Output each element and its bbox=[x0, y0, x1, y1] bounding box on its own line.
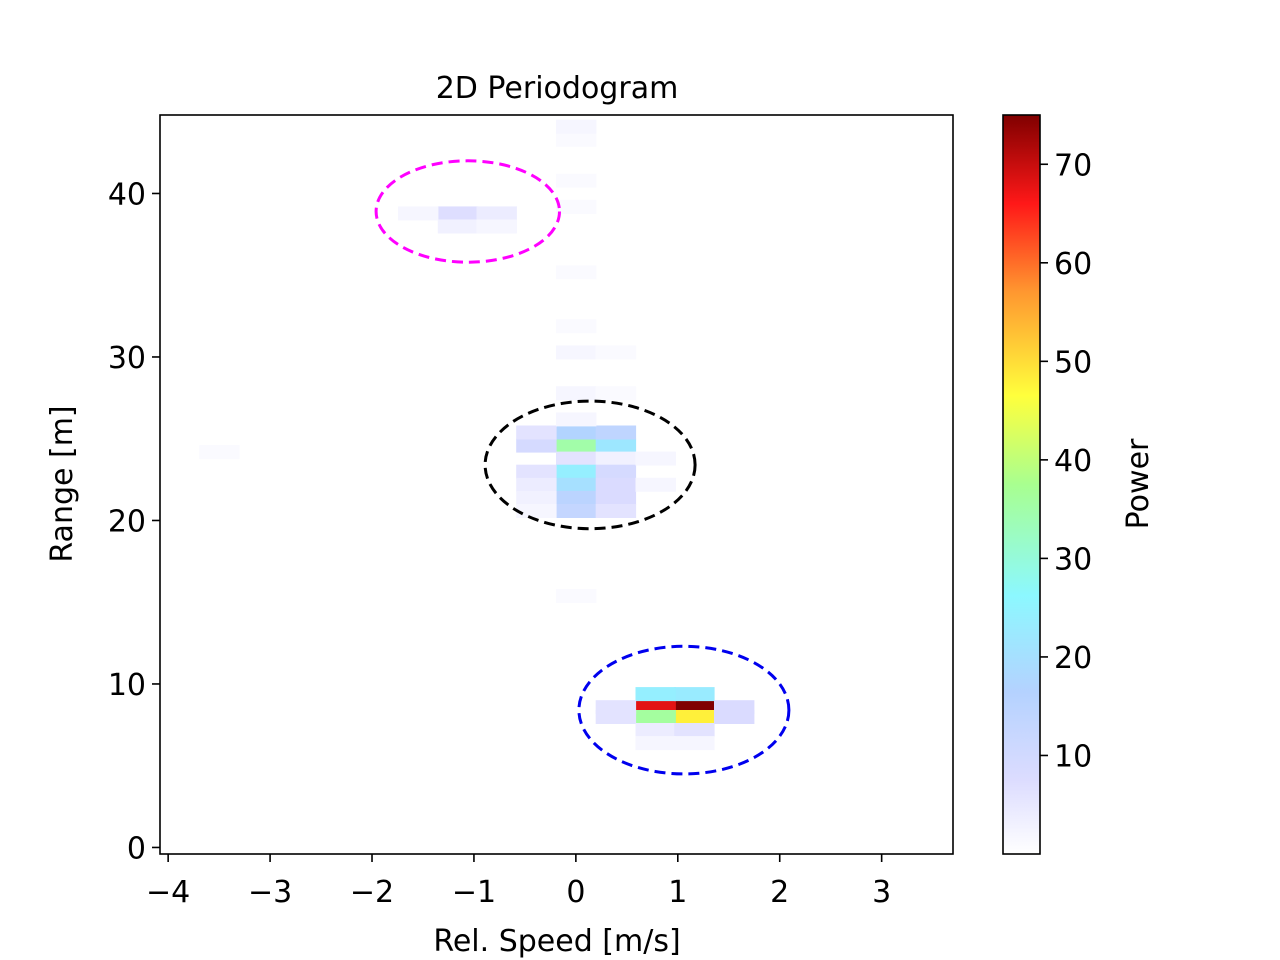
heatmap-cell bbox=[595, 345, 637, 360]
heatmap-cell bbox=[556, 386, 597, 401]
heatmap-cell bbox=[674, 723, 715, 737]
heatmap-cell bbox=[556, 438, 597, 453]
heatmap-cell bbox=[635, 723, 676, 737]
y-tick-label: 0 bbox=[127, 831, 146, 866]
heatmap-cell bbox=[516, 464, 557, 479]
x-tick-label: 3 bbox=[872, 875, 891, 910]
annotation-ellipse bbox=[577, 644, 791, 776]
heatmap-cell bbox=[437, 206, 479, 221]
heatmap-cell bbox=[635, 687, 676, 702]
x-axis-label: Rel. Speed [m/s] bbox=[433, 924, 680, 959]
heatmap-cell bbox=[556, 265, 597, 280]
heatmap-cell bbox=[199, 445, 240, 460]
y-tick-label: 40 bbox=[108, 177, 146, 212]
heatmap-cell bbox=[556, 490, 597, 505]
heatmap-cell bbox=[476, 219, 517, 234]
heatmap-cell bbox=[556, 412, 597, 427]
heatmap-cell bbox=[635, 451, 676, 466]
heatmap-cell bbox=[714, 710, 755, 724]
heatmap-cell bbox=[398, 206, 439, 221]
x-tick-label: −4 bbox=[146, 875, 190, 910]
heatmap-cell bbox=[595, 710, 637, 724]
chart-title: 2D Periodogram bbox=[436, 71, 679, 106]
heatmap-cell bbox=[635, 710, 676, 724]
plot-area-frame bbox=[159, 114, 954, 855]
heatmap-cell bbox=[516, 425, 557, 440]
heatmap-cell bbox=[516, 477, 557, 492]
heatmap-cell bbox=[516, 438, 557, 453]
heatmap-cell bbox=[556, 477, 597, 492]
colorbar-label: Power bbox=[1121, 438, 1156, 529]
y-axis: 0 10 20 30 40 bbox=[108, 177, 160, 866]
annotation-ellipse bbox=[374, 159, 561, 264]
y-axis-label: Range [m] bbox=[45, 405, 80, 562]
heatmap-cell bbox=[437, 219, 479, 234]
heatmap-cell bbox=[556, 451, 597, 466]
colorbar bbox=[1002, 114, 1041, 855]
heatmap-cell bbox=[556, 464, 597, 479]
heatmap-cell bbox=[476, 206, 517, 221]
heatmap-cell bbox=[556, 199, 597, 214]
heatmap-cell bbox=[595, 490, 637, 505]
x-tick-label: 2 bbox=[770, 875, 789, 910]
heatmap-cell bbox=[595, 504, 637, 518]
x-tick-label: −2 bbox=[350, 875, 394, 910]
heatmap-cell bbox=[556, 504, 597, 518]
heatmap-cell bbox=[674, 687, 715, 702]
colorbar-tick-label: 10 bbox=[1054, 739, 1092, 774]
heatmap-cell bbox=[595, 425, 637, 440]
x-tick-label: −3 bbox=[248, 875, 292, 910]
colorbar-tick-label: 30 bbox=[1054, 542, 1092, 577]
heatmap-cell bbox=[635, 477, 676, 492]
heatmap-cell bbox=[595, 438, 637, 453]
heatmap-cell bbox=[595, 464, 637, 479]
heatmap-cell bbox=[556, 345, 597, 360]
heatmap-cell bbox=[556, 132, 597, 147]
x-tick-label: 0 bbox=[566, 875, 585, 910]
heatmap-cell bbox=[556, 173, 597, 188]
x-tick-label: 1 bbox=[668, 875, 687, 910]
heatmap-cell bbox=[674, 710, 715, 724]
x-axis: −4 −3 −2 −1 0 1 2 3 bbox=[146, 854, 891, 910]
heatmap-cell bbox=[595, 386, 637, 401]
y-tick-label: 20 bbox=[108, 504, 146, 539]
heatmap-cell bbox=[556, 425, 597, 440]
heatmap-cells bbox=[199, 119, 755, 751]
heatmap-cell bbox=[595, 451, 637, 466]
x-tick-label: −1 bbox=[452, 875, 496, 910]
heatmap-cell bbox=[556, 319, 597, 334]
colorbar-tick-label: 50 bbox=[1054, 345, 1092, 380]
heatmap-cell bbox=[674, 736, 715, 751]
y-tick-label: 10 bbox=[108, 668, 146, 703]
heatmap-cell bbox=[516, 490, 557, 505]
annotation-ellipses bbox=[374, 159, 791, 776]
colorbar-tick-label: 70 bbox=[1054, 148, 1092, 183]
colorbar-axis: 10 20 30 40 50 60 70 bbox=[1040, 148, 1092, 774]
colorbar-tick-label: 60 bbox=[1054, 247, 1092, 282]
y-tick-label: 30 bbox=[108, 341, 146, 376]
annotation-ellipse bbox=[483, 399, 697, 531]
heatmap-cell bbox=[556, 119, 597, 134]
heatmap-cell bbox=[635, 736, 676, 751]
heatmap-cell bbox=[516, 504, 557, 518]
heatmap-cell bbox=[595, 477, 637, 492]
colorbar-tick-label: 20 bbox=[1054, 641, 1092, 676]
heatmap-cell bbox=[556, 589, 597, 603]
colorbar-tick-label: 40 bbox=[1054, 444, 1092, 479]
